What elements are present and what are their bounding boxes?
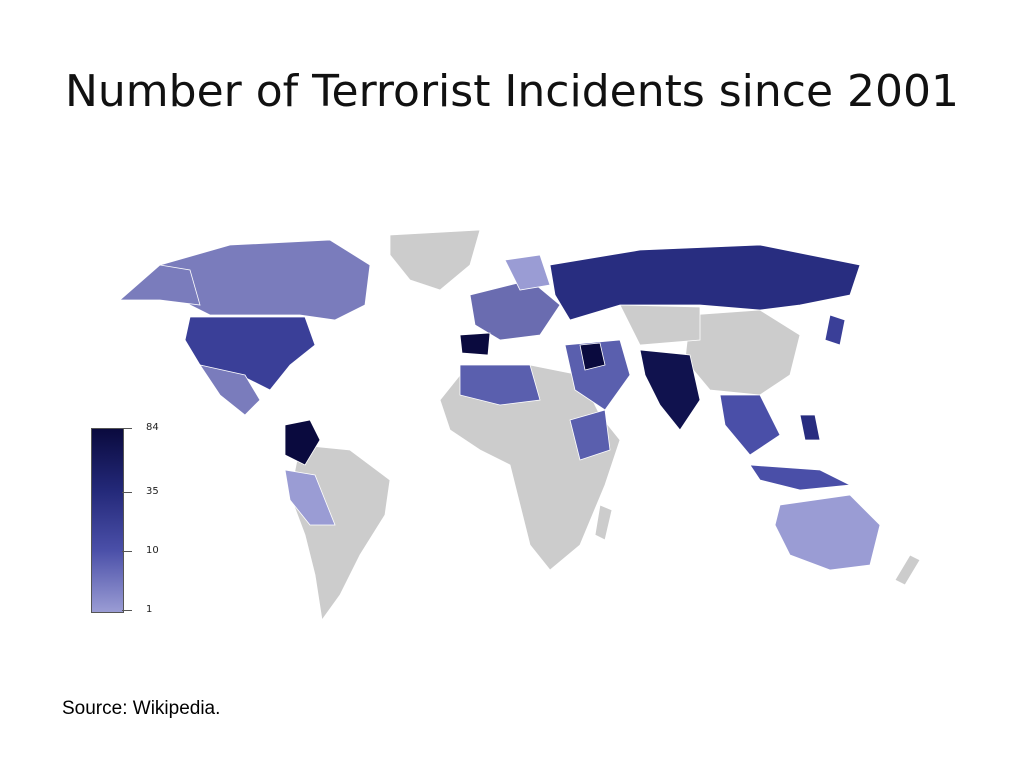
region-madagascar (594, 504, 613, 541)
region-iraq (579, 342, 606, 371)
world-choropleth-map (118, 229, 921, 622)
legend-tick (122, 551, 132, 552)
region-greenland (389, 229, 481, 291)
region-east-asia (684, 309, 801, 396)
legend-label-84: 84 (146, 422, 159, 433)
legend-label-1: 1 (146, 604, 153, 615)
region-philippines (799, 414, 821, 441)
region-east-africa (569, 409, 611, 461)
region-indonesia (749, 464, 852, 491)
source-caption: Source: Wikipedia. (62, 698, 221, 719)
region-alaska (118, 264, 201, 306)
color-legend: 84 35 10 1 (88, 422, 168, 615)
legend-tick (122, 610, 132, 611)
region-new-zealand (894, 554, 921, 586)
region-japan (824, 314, 846, 346)
region-central-asia (619, 304, 701, 346)
region-colombia (284, 419, 321, 466)
legend-tick (122, 492, 132, 493)
region-russia (549, 244, 861, 321)
region-australia (774, 494, 881, 571)
region-europe (469, 279, 561, 341)
region-spain (459, 332, 491, 356)
slide-title: Number of Terrorist Incidents since 2001 (64, 66, 960, 117)
region-south-america (289, 444, 391, 622)
legend-label-35: 35 (146, 486, 159, 497)
region-peru (284, 469, 336, 526)
region-southeast-asia (719, 394, 781, 456)
region-scandinavia (504, 254, 551, 291)
region-usa (184, 316, 316, 391)
region-south-asia (639, 349, 701, 431)
legend-tick (122, 428, 132, 429)
legend-color-bar (91, 428, 124, 613)
legend-label-10: 10 (146, 545, 159, 556)
region-mexico (199, 364, 261, 416)
region-middle-east (564, 339, 631, 411)
region-north-africa (459, 364, 541, 406)
